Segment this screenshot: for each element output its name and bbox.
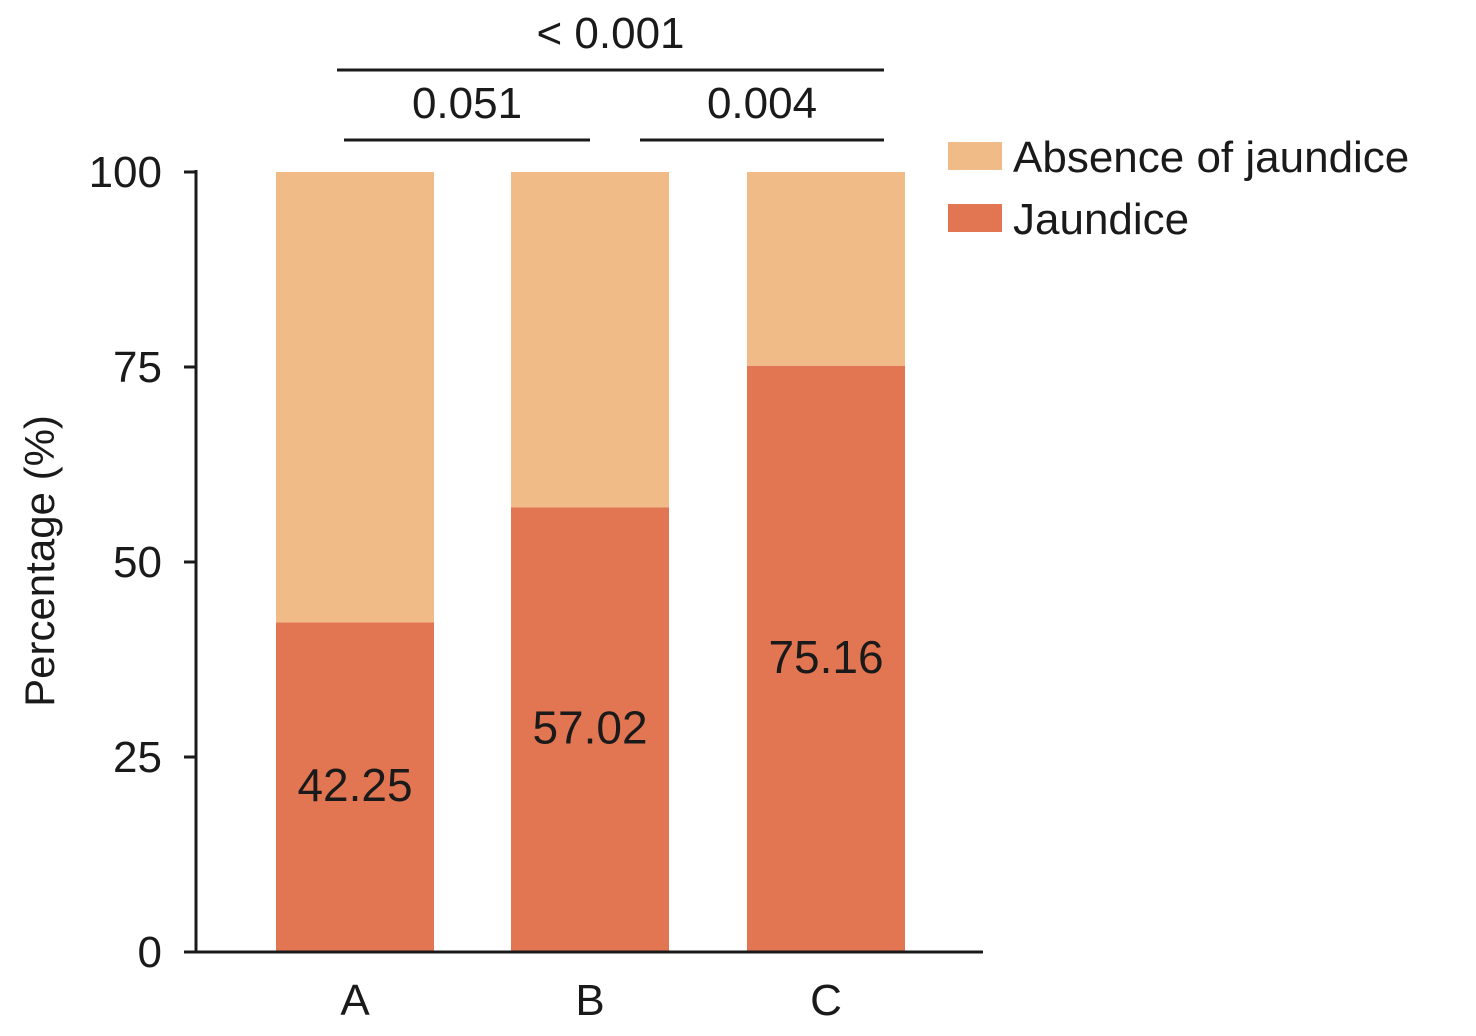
significance-label-A-B: 0.051	[412, 79, 522, 128]
data-label-B: 57.02	[532, 702, 647, 754]
data-label-C: 75.16	[768, 631, 883, 683]
x-tick-label-C: C	[810, 976, 842, 1025]
y-tick-label-100: 100	[89, 148, 162, 197]
bar-A-absence-of-jaundice	[276, 172, 434, 623]
y-tick-label-0: 0	[138, 928, 162, 977]
data-labels-layer: 42.25 57.02 75.16	[297, 631, 883, 811]
significance-label-A-C: < 0.001	[536, 9, 684, 58]
bar-C-absence-of-jaundice	[747, 172, 905, 366]
significance-label-B-C: 0.004	[707, 79, 817, 128]
x-tick-label-B: B	[575, 976, 604, 1025]
y-tick-label-50: 50	[113, 538, 162, 587]
y-tick-label-75: 75	[113, 343, 162, 392]
legend-label-jaundice: Jaundice	[1013, 195, 1189, 244]
bars-layer	[276, 172, 905, 952]
bar-C-jaundice	[747, 365, 905, 952]
legend-swatch-absence-of-jaundice	[948, 142, 1002, 170]
y-ticks-layer: 0 25 50 75 100	[89, 148, 196, 977]
x-tick-label-A: A	[340, 976, 370, 1025]
y-axis-label: Percentage (%)	[16, 415, 63, 707]
legend-label-absence-of-jaundice: Absence of jaundice	[1013, 133, 1409, 182]
significance-brackets: 0.051 0.004 < 0.001	[337, 9, 884, 142]
bar-B-absence-of-jaundice	[511, 172, 669, 508]
y-tick-label-25: 25	[113, 733, 162, 782]
bar-A-jaundice	[276, 622, 434, 952]
bar-B-jaundice	[511, 507, 669, 952]
data-label-A: 42.25	[297, 759, 412, 811]
legend: Absence of jaundice Jaundice	[948, 133, 1409, 244]
x-ticks-layer: A B C	[340, 976, 842, 1025]
legend-swatch-jaundice	[948, 204, 1002, 232]
